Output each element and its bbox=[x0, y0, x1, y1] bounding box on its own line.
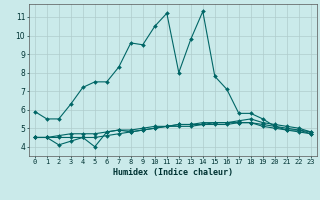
X-axis label: Humidex (Indice chaleur): Humidex (Indice chaleur) bbox=[113, 168, 233, 177]
